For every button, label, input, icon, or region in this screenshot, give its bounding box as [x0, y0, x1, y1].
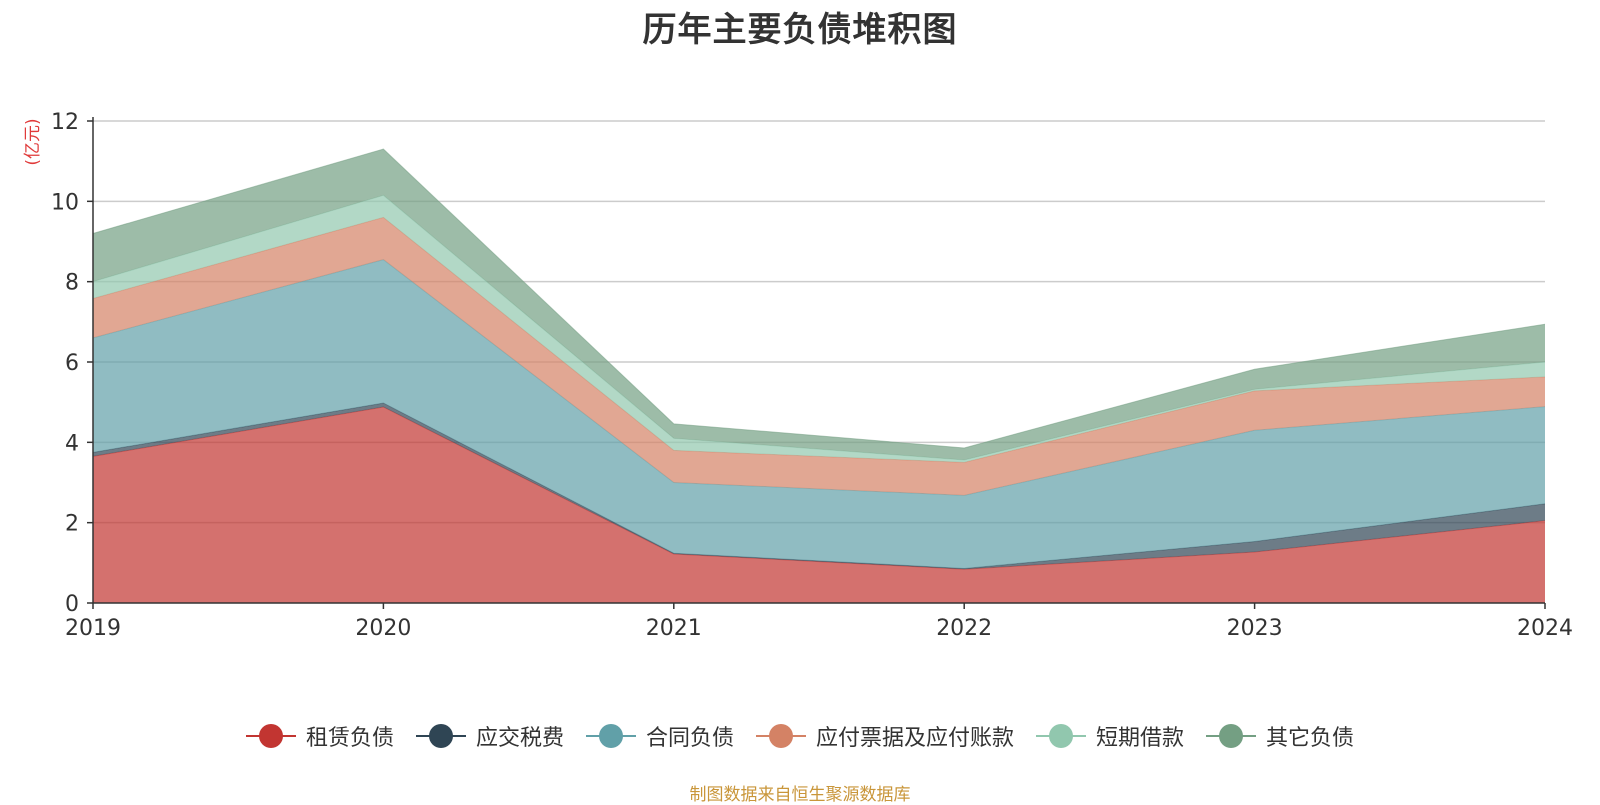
legend-item-4[interactable]: 应付票据及应付账款: [756, 720, 1014, 752]
x-tick-label: 2019: [65, 616, 121, 641]
series-line-6: [92, 148, 1546, 449]
series-line-4: [92, 216, 1546, 463]
y-tick-label: 4: [65, 431, 79, 456]
axes: 0 2 4 6 8 10 12 2019 2020 2021 2022 2023 2024: [51, 110, 1573, 641]
y-tick-label: 8: [65, 271, 79, 296]
legend-label: 短期借款: [1096, 726, 1185, 751]
legend-marker: [415, 724, 466, 748]
y-tick-label: 6: [65, 351, 79, 376]
y-tick-label: 0: [65, 592, 79, 617]
legend: 租赁负债 应交税费 合同负债 应付票据及应付账款 短期借款 其它负债: [0, 720, 1600, 752]
chart-title: 历年主要负债堆积图: [642, 10, 958, 50]
legend-marker: [585, 724, 636, 748]
legend-item-5[interactable]: 短期借款: [1036, 720, 1184, 752]
legend-marker: [1036, 724, 1087, 748]
source-note: 制图数据来自恒生聚源数据库: [689, 785, 911, 805]
x-tick-label: 2020: [355, 616, 411, 641]
legend-item-3[interactable]: 合同负债: [585, 720, 734, 752]
area-series-4[interactable]: [93, 217, 1545, 496]
legend-item-2[interactable]: 应交税费: [415, 720, 564, 752]
legend-label: 应付票据及应付账款: [816, 726, 1015, 751]
y-tick-label: 10: [51, 190, 79, 215]
legend-marker: [756, 724, 806, 748]
legend-item-1[interactable]: 租赁负债: [245, 720, 394, 752]
legend-label: 合同负债: [645, 726, 734, 751]
y-tick-label: 12: [51, 110, 79, 135]
legend-marker: [245, 724, 296, 748]
x-tick-label: 2022: [936, 616, 992, 641]
area-series-5[interactable]: [93, 195, 1545, 463]
y-axis-unit-label: (亿元): [23, 118, 43, 165]
area-series-3[interactable]: [93, 259, 1545, 569]
legend-item-6[interactable]: 其它负债: [1206, 720, 1354, 752]
legend-label: 其它负债: [1266, 726, 1355, 751]
legend-label: 租赁负债: [305, 726, 394, 751]
area-series-6[interactable]: [93, 149, 1545, 461]
y-tick-label: 2: [65, 512, 79, 537]
x-tick-label: 2024: [1517, 616, 1573, 641]
x-tick-label: 2023: [1227, 616, 1283, 641]
area-series-1[interactable]: [93, 406, 1545, 603]
legend-label: 应交税费: [475, 726, 564, 751]
area-series: [92, 148, 1546, 603]
legend-marker: [1206, 724, 1257, 748]
x-tick-label: 2021: [646, 616, 702, 641]
